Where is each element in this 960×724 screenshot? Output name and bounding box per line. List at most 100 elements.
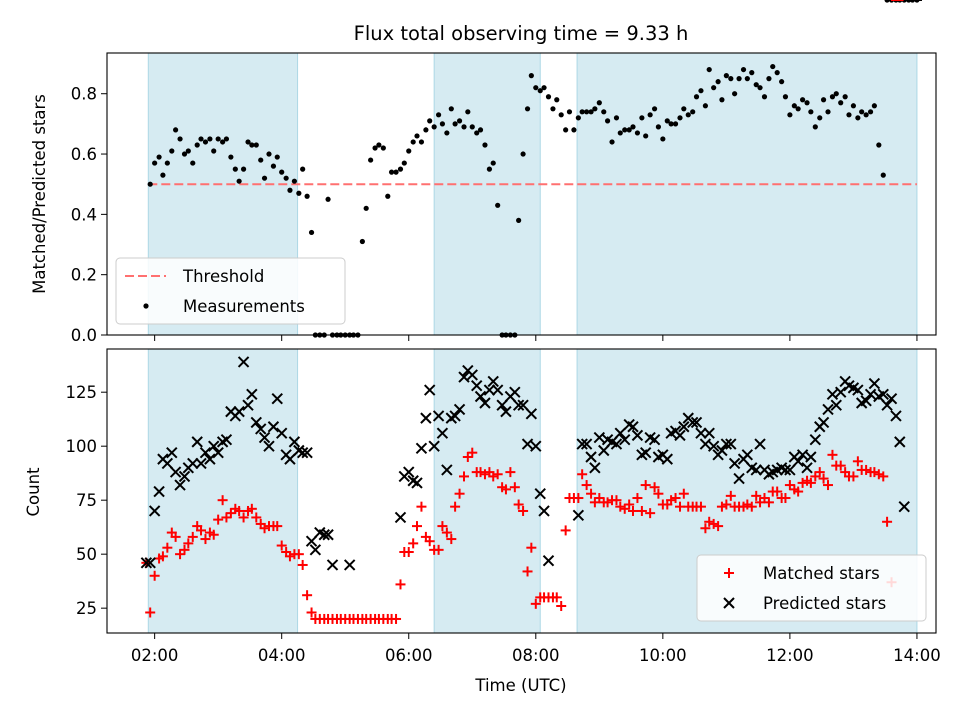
matched-star-point	[602, 497, 613, 508]
top-y-tick-label: 0.6	[71, 145, 97, 164]
measurement-point	[169, 148, 175, 154]
measurement-point	[173, 127, 179, 133]
matched-star-point	[424, 536, 435, 547]
measurement-point	[376, 142, 382, 148]
measurement-point	[698, 88, 704, 94]
matched-star-point	[272, 521, 283, 532]
matched-star-point	[716, 501, 727, 512]
measurement-point	[236, 178, 242, 184]
matched-star-point	[475, 467, 486, 478]
predicted-star-point	[530, 440, 542, 452]
predicted-star-point	[284, 453, 296, 465]
predicted-star-point	[741, 449, 754, 461]
predicted-star-point	[441, 464, 453, 476]
top-x-ticks	[154, 335, 918, 341]
measurement-point	[579, 109, 585, 115]
x-tick-label: 02:00	[131, 646, 179, 665]
predicted-star-point	[403, 466, 415, 478]
measurement-point	[444, 130, 450, 136]
measurement-point	[228, 154, 234, 160]
matched-star-point	[805, 477, 816, 488]
measurement-point	[639, 115, 645, 121]
predicted-star-point	[153, 485, 165, 498]
predicted-star-point	[169, 466, 182, 478]
measurement-point	[626, 127, 632, 133]
measurement-point	[452, 121, 458, 127]
matched-star-point	[276, 540, 287, 551]
matched-star-point	[577, 469, 588, 480]
matched-star-point	[551, 592, 562, 603]
matched-star-point	[467, 447, 478, 458]
measurement-point	[622, 127, 628, 133]
measurement-point	[774, 70, 780, 76]
matched-star-point	[196, 525, 207, 536]
predicted-star-point	[140, 557, 153, 569]
predicted-star-point	[161, 457, 174, 470]
measurement-point	[732, 91, 738, 97]
predicted-star-point	[471, 380, 483, 392]
predicted-star-point	[580, 438, 593, 450]
measurement-point	[782, 94, 789, 100]
top-y-tick-label: 0.4	[71, 205, 97, 224]
observing-window-band	[577, 53, 917, 335]
measurement-point	[469, 124, 475, 130]
predicted-star-point	[822, 403, 834, 416]
predicted-star-point	[195, 457, 207, 470]
predicted-star-point	[411, 477, 423, 489]
matched-star-point	[742, 499, 753, 510]
matched-star-point	[234, 505, 245, 516]
matched-star-point	[713, 521, 724, 532]
predicted-star-point	[428, 440, 440, 452]
predicted-star-point	[466, 369, 478, 381]
measurement-point	[545, 94, 552, 100]
x-tick-label: 04:00	[258, 646, 306, 665]
measurement-point	[808, 109, 814, 115]
measurement-point	[406, 148, 412, 154]
matched-star-point	[403, 547, 414, 558]
x-tick-label: 08:00	[512, 646, 560, 665]
measurement-point	[541, 85, 547, 91]
matched-star-point	[500, 484, 511, 495]
measurement-point	[702, 103, 709, 109]
matched-star-point	[412, 521, 423, 532]
predicted-star-point	[509, 386, 521, 398]
measurement-point	[520, 151, 526, 157]
predicted-star-point	[576, 438, 588, 450]
measurement-point	[524, 106, 531, 112]
matched-star-point	[581, 480, 592, 491]
predicted-star-point	[610, 438, 623, 450]
predicted-star-point	[144, 557, 156, 569]
measurement-point	[630, 124, 636, 130]
matched-star-point	[746, 501, 757, 512]
measurement-point	[190, 160, 196, 166]
predicted-star-point	[686, 416, 699, 429]
measurement-point	[215, 136, 221, 142]
measurement-point	[643, 133, 649, 139]
measurement-points	[147, 0, 920, 338]
measurement-point	[401, 160, 407, 166]
measurement-point	[685, 112, 691, 118]
predicted-star-point	[725, 438, 737, 450]
predicted-star-point	[779, 464, 792, 476]
measurement-point	[715, 79, 721, 85]
predicted-star-point	[255, 423, 267, 435]
predicted-star-point	[208, 440, 220, 452]
predicted-star-point	[237, 356, 250, 368]
predicted-star-point	[690, 416, 703, 429]
measurement-point	[863, 112, 869, 118]
measurement-point	[668, 121, 674, 127]
predicted-star-point	[233, 405, 245, 418]
measurement-point	[474, 130, 480, 136]
predicted-star-point	[305, 535, 318, 547]
matched-star-point	[391, 613, 402, 624]
bottom-panel: 25 50 75 100 125 02:00 04:00 06:00 08:00 10:00 12…	[24, 0, 941, 695]
predicted-star-point	[521, 438, 534, 450]
measurement-point	[566, 109, 573, 115]
measurement-point	[842, 94, 848, 100]
measurement-point	[571, 127, 577, 133]
predicted-star-point	[178, 470, 191, 483]
matched-star-point	[627, 505, 638, 516]
predicted-star-point	[720, 438, 733, 450]
matched-star-point	[513, 499, 524, 510]
matched-star-point	[721, 499, 732, 510]
